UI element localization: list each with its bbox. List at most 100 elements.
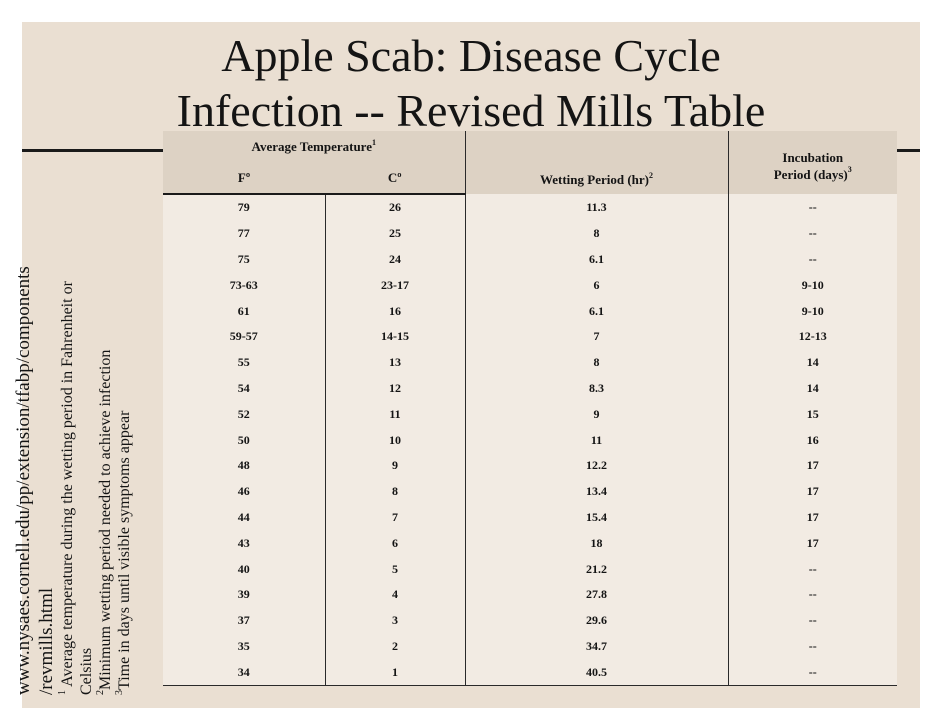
incubation-cell: 17 <box>727 478 897 505</box>
footnote-1-mark: 1 <box>57 690 68 695</box>
incubation-cell: 17 <box>727 530 897 557</box>
celsius-cell: 23-17 <box>324 272 465 299</box>
celsius-cell: 8 <box>324 478 465 505</box>
celsius-header: Cº <box>325 163 465 195</box>
wetting-period-cell: 6.1 <box>464 298 728 324</box>
table-row: 54 12 8.3 14 <box>163 375 897 402</box>
celsius-cell: 14-15 <box>324 323 465 350</box>
footnote-2-mark: 2 <box>95 690 106 695</box>
incubation-cell: -- <box>727 220 897 247</box>
avg-temp-header: Average Temperature1 <box>163 131 465 163</box>
incubation-cell: -- <box>727 556 897 582</box>
title-line-1: Apple Scab: Disease Cycle <box>221 30 721 81</box>
incubation-cell: 9-10 <box>727 272 897 299</box>
footnote-1-text: Average temperature during the wetting p… <box>59 281 76 690</box>
wetting-period-cell: 7 <box>464 323 728 350</box>
mills-table: Average Temperature1 Wetting Period (hr)… <box>163 131 897 687</box>
fahrenheit-cell: 40 <box>163 556 325 582</box>
source-url-line-1: www.nysaes.cornell.edu/pp/extension/tfab… <box>13 266 34 695</box>
wetting-period-cell: 40.5 <box>464 659 728 687</box>
table-row: 46 8 13.4 17 <box>163 478 897 505</box>
fahrenheit-cell: 52 <box>163 401 325 428</box>
footnote-3-mark: 3 <box>114 690 125 695</box>
footnote-3-text: Time in days until visible symptoms appe… <box>116 410 133 690</box>
celsius-cell: 7 <box>324 504 465 531</box>
celsius-cell: 1 <box>324 659 465 687</box>
wetting-period-cell: 27.8 <box>464 581 728 608</box>
wetting-period-cell: 11.3 <box>464 194 728 221</box>
table-row: 35 2 34.7 -- <box>163 633 897 660</box>
celsius-cell: 12 <box>324 375 465 402</box>
incubation-cell: -- <box>727 194 897 221</box>
fahrenheit-cell: 59-57 <box>163 323 325 350</box>
wetting-period-header: Wetting Period (hr)2 <box>464 131 728 194</box>
fahrenheit-cell: 55 <box>163 349 325 376</box>
celsius-cell: 26 <box>324 194 465 221</box>
fahrenheit-cell: 79 <box>163 194 325 221</box>
footnote-1: 1 Average temperature during the wetting… <box>57 139 77 695</box>
fahrenheit-cell: 37 <box>163 607 325 634</box>
celsius-cell: 16 <box>324 298 465 324</box>
incubation-cell: 17 <box>727 504 897 531</box>
table-row: 55 13 8 14 <box>163 349 897 376</box>
celsius-cell: 25 <box>324 220 465 247</box>
footnote-2-text: Minimum wetting period needed to achieve… <box>97 349 114 690</box>
fahrenheit-header: Fº <box>163 163 325 195</box>
source-url-line-2: /revmills.html <box>36 587 57 695</box>
fahrenheit-cell: 39 <box>163 581 325 608</box>
wetting-period-cell: 8 <box>464 349 728 376</box>
wetting-period-cell: 21.2 <box>464 556 728 582</box>
table-row: 59-57 14-15 7 12-13 <box>163 323 897 350</box>
table-body: 79 26 11.3 -- 77 25 8 -- 75 24 6.1 -- 73-63 23-17 6 9-1… <box>163 194 897 687</box>
celsius-cell: 10 <box>324 427 465 453</box>
celsius-cell: 24 <box>324 246 465 273</box>
celsius-cell: 9 <box>324 452 465 479</box>
incubation-cell: 9-10 <box>727 298 897 324</box>
table-row: 37 3 29.6 -- <box>163 607 897 634</box>
incubation-cell: 16 <box>727 427 897 453</box>
title-line-2: Infection -- Revised Mills Table <box>176 85 766 136</box>
table-row: 40 5 21.2 -- <box>163 556 897 582</box>
fahrenheit-cell: 35 <box>163 633 325 660</box>
footnote-1-continued: Celsius <box>78 647 95 695</box>
wetting-period-cell: 29.6 <box>464 607 728 634</box>
wetting-period-cell: 8 <box>464 220 728 247</box>
wetting-period-cell: 6 <box>464 272 728 299</box>
table-row: 73-63 23-17 6 9-10 <box>163 272 897 299</box>
table-row: 44 7 15.4 17 <box>163 504 897 531</box>
celsius-cell: 2 <box>324 633 465 660</box>
footnote-3: 3Time in days until visible symptoms app… <box>114 139 134 695</box>
wetting-period-cell: 6.1 <box>464 246 728 273</box>
celsius-cell: 13 <box>324 349 465 376</box>
wetting-period-cell: 12.2 <box>464 452 728 479</box>
table-row: 77 25 8 -- <box>163 220 897 247</box>
table-row: 50 10 11 16 <box>163 427 897 453</box>
celsius-cell: 6 <box>324 530 465 557</box>
fahrenheit-cell: 54 <box>163 375 325 402</box>
incubation-cell: 17 <box>727 452 897 479</box>
table-row: 43 6 18 17 <box>163 530 897 557</box>
incubation-cell: 14 <box>727 349 897 376</box>
incubation-cell: -- <box>727 659 897 687</box>
table-row: 52 11 9 15 <box>163 401 897 428</box>
celsius-cell: 11 <box>324 401 465 428</box>
fahrenheit-cell: 50 <box>163 427 325 453</box>
celsius-cell: 5 <box>324 556 465 582</box>
table-row: 75 24 6.1 -- <box>163 246 897 273</box>
incubation-cell: 15 <box>727 401 897 428</box>
slide-title: Apple Scab: Disease Cycle Infection -- R… <box>22 22 920 146</box>
fahrenheit-cell: 44 <box>163 504 325 531</box>
wetting-period-cell: 9 <box>464 401 728 428</box>
fahrenheit-cell: 34 <box>163 659 325 687</box>
wetting-period-cell: 13.4 <box>464 478 728 505</box>
table-row: 39 4 27.8 -- <box>163 581 897 608</box>
celsius-cell: 3 <box>324 607 465 634</box>
fahrenheit-cell: 48 <box>163 452 325 479</box>
side-notes: www.nysaes.cornell.edu/pp/extension/tfab… <box>12 139 164 695</box>
incubation-cell: -- <box>727 607 897 634</box>
fahrenheit-cell: 61 <box>163 298 325 324</box>
wetting-period-cell: 8.3 <box>464 375 728 402</box>
table-row: 61 16 6.1 9-10 <box>163 298 897 324</box>
table-row: 34 1 40.5 -- <box>163 659 897 687</box>
fahrenheit-cell: 73-63 <box>163 272 325 299</box>
